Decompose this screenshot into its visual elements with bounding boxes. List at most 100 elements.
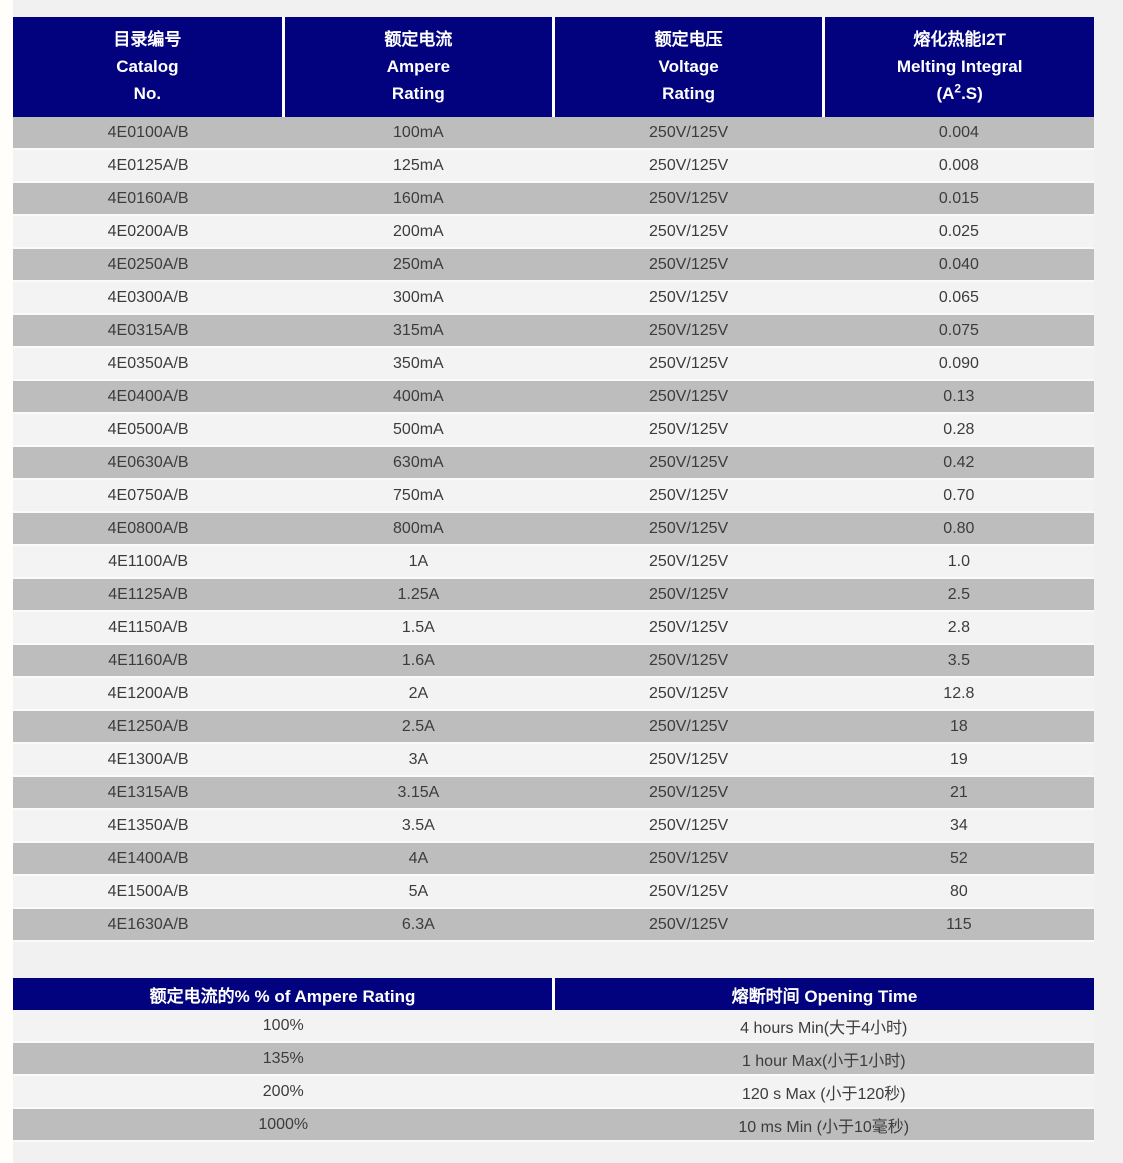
catalog-no-cell: 4E0125A/B — [13, 149, 284, 183]
header-catalog-zh: 目录编号 — [113, 30, 182, 49]
melting-superscript: 2 — [954, 81, 962, 96]
melting-integral-cell: 0.004 — [823, 117, 1094, 150]
melting-integral-cell: 0.80 — [823, 512, 1094, 546]
ampere-rating-cell: 1.25A — [283, 578, 554, 612]
ampere-rating-cell: 500mA — [283, 413, 554, 447]
table-row: 4E0100A/B 100mA 250V/125V 0.004 — [13, 117, 1094, 150]
melting-integral-cell: 0.040 — [823, 248, 1094, 282]
fuse-rating-table-header: 目录编号 Catalog No. 额定电流 Ampere Rating 额定电压… — [13, 17, 1094, 117]
voltage-rating-cell: 250V/125V — [553, 677, 824, 711]
header-ampere-zh: 额定电流 — [384, 30, 453, 49]
catalog-no-cell: 4E0315A/B — [13, 314, 284, 348]
melting-integral-cell: 18 — [823, 710, 1094, 744]
table-row: 4E0300A/B 300mA 250V/125V 0.065 — [13, 281, 1094, 315]
table-row: 4E0750A/B 750mA 250V/125V 0.70 — [13, 479, 1094, 513]
voltage-rating-cell: 250V/125V — [553, 611, 824, 645]
melting-integral-cell: 52 — [823, 842, 1094, 876]
voltage-rating-cell: 250V/125V — [553, 413, 824, 447]
table-row: 4E0250A/B 250mA 250V/125V 0.040 — [13, 248, 1094, 282]
table-row: 200% 120 s Max (小于120秒) — [13, 1075, 1094, 1109]
table-row: 4E1160A/B 1.6A 250V/125V 3.5 — [13, 644, 1094, 678]
table-row: 4E1350A/B 3.5A 250V/125V 34 — [13, 809, 1094, 843]
ampere-rating-cell: 1.6A — [283, 644, 554, 678]
header-percent-zh: 额定电流的% — [149, 986, 250, 1006]
catalog-no-cell: 4E1125A/B — [13, 578, 284, 612]
voltage-rating-cell: 250V/125V — [553, 117, 824, 150]
voltage-rating-cell: 250V/125V — [553, 314, 824, 348]
catalog-no-cell: 4E0250A/B — [13, 248, 284, 282]
voltage-rating-cell: 250V/125V — [553, 215, 824, 249]
percent-cell: 1000% — [13, 1108, 554, 1142]
header-cell-opening-time: 熔断时间 Opening Time — [553, 978, 1094, 1010]
voltage-rating-cell: 250V/125V — [553, 380, 824, 414]
catalog-no-cell: 4E1100A/B — [13, 545, 284, 579]
header-melting-zh: 熔化热能I2T — [913, 30, 1006, 49]
header-voltage-zh: 额定电压 — [654, 30, 723, 49]
fuse-rating-table: 目录编号 Catalog No. 额定电流 Ampere Rating 额定电压… — [13, 17, 1094, 942]
table-row: 4E1500A/B 5A 250V/125V 80 — [13, 875, 1094, 909]
header-melting-unit: (A2.S) — [936, 81, 983, 103]
ampere-rating-cell: 300mA — [283, 281, 554, 315]
catalog-no-cell: 4E0800A/B — [13, 512, 284, 546]
header-ampere-en2: Rating — [391, 84, 445, 103]
catalog-no-cell: 4E0160A/B — [13, 182, 284, 216]
catalog-no-cell: 4E0200A/B — [13, 215, 284, 249]
melting-integral-cell: 0.008 — [823, 149, 1094, 183]
table-row: 4E0800A/B 800mA 250V/125V 0.80 — [13, 512, 1094, 546]
voltage-rating-cell: 250V/125V — [553, 842, 824, 876]
melting-integral-cell: 115 — [823, 908, 1094, 942]
percent-cell: 100% — [13, 1010, 554, 1043]
melting-integral-cell: 19 — [823, 743, 1094, 777]
melting-integral-cell: 0.70 — [823, 479, 1094, 513]
table-row: 4E0315A/B 315mA 250V/125V 0.075 — [13, 314, 1094, 348]
voltage-rating-cell: 250V/125V — [553, 512, 824, 546]
voltage-rating-cell: 250V/125V — [553, 347, 824, 381]
opening-time-cell: 120 s Max (小于120秒) — [553, 1075, 1094, 1109]
table-row: 4E1150A/B 1.5A 250V/125V 2.8 — [13, 611, 1094, 645]
catalog-no-cell: 4E1500A/B — [13, 875, 284, 909]
catalog-no-cell: 4E1350A/B — [13, 809, 284, 843]
ampere-rating-cell: 4A — [283, 842, 554, 876]
header-cell-catalog-no: 目录编号 Catalog No. — [13, 17, 285, 117]
opening-time-cell: 1 hour Max(小于1小时) — [553, 1042, 1094, 1076]
header-cell-percent-of-ampere: 额定电流的% % of Ampere Rating — [13, 978, 555, 1010]
table-row: 4E1300A/B 3A 250V/125V 19 — [13, 743, 1094, 777]
table-row: 4E1400A/B 4A 250V/125V 52 — [13, 842, 1094, 876]
melting-integral-cell: 0.025 — [823, 215, 1094, 249]
ampere-rating-cell: 630mA — [283, 446, 554, 480]
catalog-no-cell: 4E1315A/B — [13, 776, 284, 810]
ampere-rating-cell: 2.5A — [283, 710, 554, 744]
table-row: 4E1250A/B 2.5A 250V/125V 18 — [13, 710, 1094, 744]
voltage-rating-cell: 250V/125V — [553, 908, 824, 942]
datasheet-content: 目录编号 Catalog No. 额定电流 Ampere Rating 额定电压… — [13, 17, 1094, 1142]
ampere-rating-cell: 6.3A — [283, 908, 554, 942]
table-row: 4E0350A/B 350mA 250V/125V 0.090 — [13, 347, 1094, 381]
ampere-rating-cell: 2A — [283, 677, 554, 711]
melting-integral-cell: 0.090 — [823, 347, 1094, 381]
table-row: 4E0160A/B 160mA 250V/125V 0.015 — [13, 182, 1094, 216]
voltage-rating-cell: 250V/125V — [553, 248, 824, 282]
ampere-rating-cell: 160mA — [283, 182, 554, 216]
ampere-rating-cell: 1A — [283, 545, 554, 579]
catalog-no-cell: 4E0750A/B — [13, 479, 284, 513]
voltage-rating-cell: 250V/125V — [553, 875, 824, 909]
header-melting-en1: Melting Integral — [896, 57, 1023, 76]
melting-integral-cell: 2.8 — [823, 611, 1094, 645]
catalog-no-cell: 4E0630A/B — [13, 446, 284, 480]
melting-integral-cell: 12.8 — [823, 677, 1094, 711]
voltage-rating-cell: 250V/125V — [553, 545, 824, 579]
voltage-rating-cell: 250V/125V — [553, 182, 824, 216]
percent-cell: 135% — [13, 1042, 554, 1076]
melting-integral-cell: 0.015 — [823, 182, 1094, 216]
table-row: 4E0125A/B 125mA 250V/125V 0.008 — [13, 149, 1094, 183]
melting-integral-cell: 80 — [823, 875, 1094, 909]
voltage-rating-cell: 250V/125V — [553, 809, 824, 843]
header-time-en: Opening Time — [804, 986, 918, 1006]
ampere-rating-cell: 125mA — [283, 149, 554, 183]
voltage-rating-cell: 250V/125V — [553, 281, 824, 315]
catalog-no-cell: 4E0400A/B — [13, 380, 284, 414]
table-row: 4E1200A/B 2A 250V/125V 12.8 — [13, 677, 1094, 711]
ampere-rating-cell: 100mA — [283, 117, 554, 150]
header-cell-ampere-rating: 额定电流 Ampere Rating — [283, 17, 556, 117]
header-time-zh: 熔断时间 — [731, 986, 800, 1006]
